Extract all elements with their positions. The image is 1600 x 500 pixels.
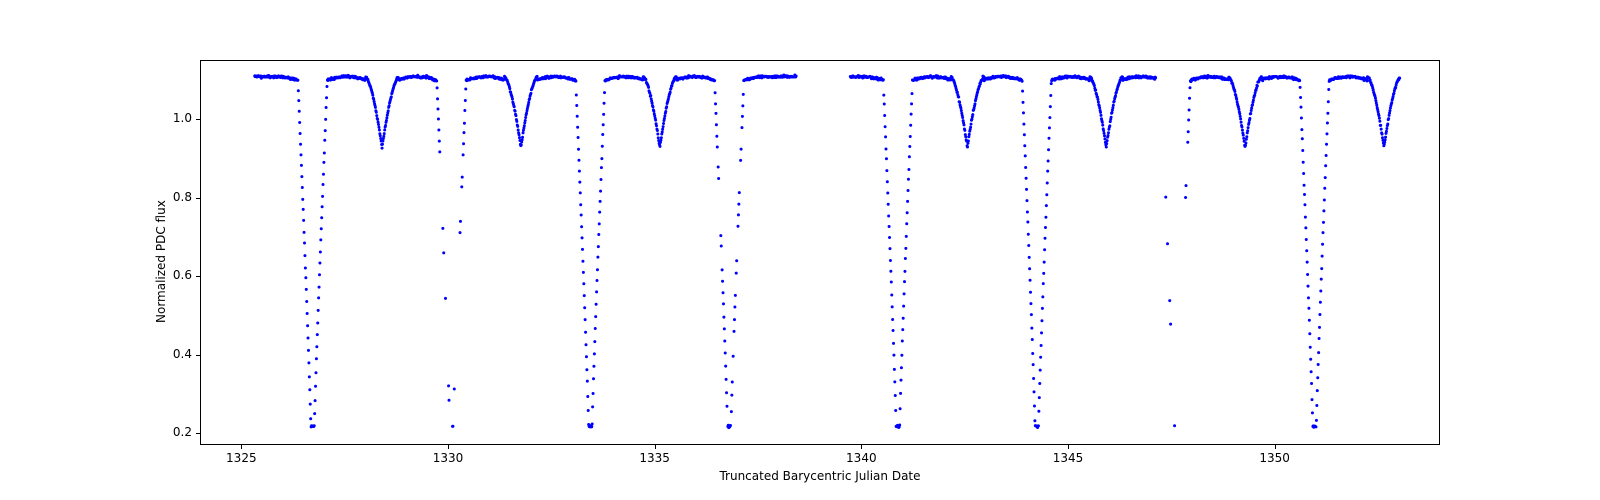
- y-axis-label: Normalized PDC flux: [154, 163, 168, 323]
- y-tick-mark: [196, 433, 200, 434]
- y-tick-mark: [196, 276, 200, 277]
- x-axis-label: Truncated Barycentric Julian Date: [700, 469, 940, 483]
- x-tick-mark: [448, 445, 449, 449]
- figure: 1325 1330 1335 1340 1345 1350 0.2 0.4 0.6 0.8 1.0…: [0, 0, 1600, 500]
- y-tick-mark: [196, 355, 200, 356]
- x-tick-mark: [655, 445, 656, 449]
- plot-axes: [200, 60, 1440, 445]
- x-tick-label: 1345: [1048, 451, 1088, 465]
- x-tick-mark: [861, 445, 862, 449]
- x-tick-mark: [241, 445, 242, 449]
- y-tick-mark: [196, 198, 200, 199]
- y-tick-mark: [196, 119, 200, 120]
- y-tick-label: 0.4: [173, 347, 192, 361]
- y-tick-label: 0.6: [173, 268, 192, 282]
- x-tick-label: 1350: [1255, 451, 1295, 465]
- y-tick-label: 1.0: [173, 111, 192, 125]
- x-tick-label: 1335: [635, 451, 675, 465]
- light-curve-scatter: [201, 61, 1441, 446]
- x-tick-label: 1330: [428, 451, 468, 465]
- x-tick-mark: [1068, 445, 1069, 449]
- y-tick-label: 0.8: [173, 190, 192, 204]
- x-tick-label: 1340: [841, 451, 881, 465]
- x-tick-label: 1325: [221, 451, 261, 465]
- x-tick-mark: [1275, 445, 1276, 449]
- y-tick-label: 0.2: [173, 425, 192, 439]
